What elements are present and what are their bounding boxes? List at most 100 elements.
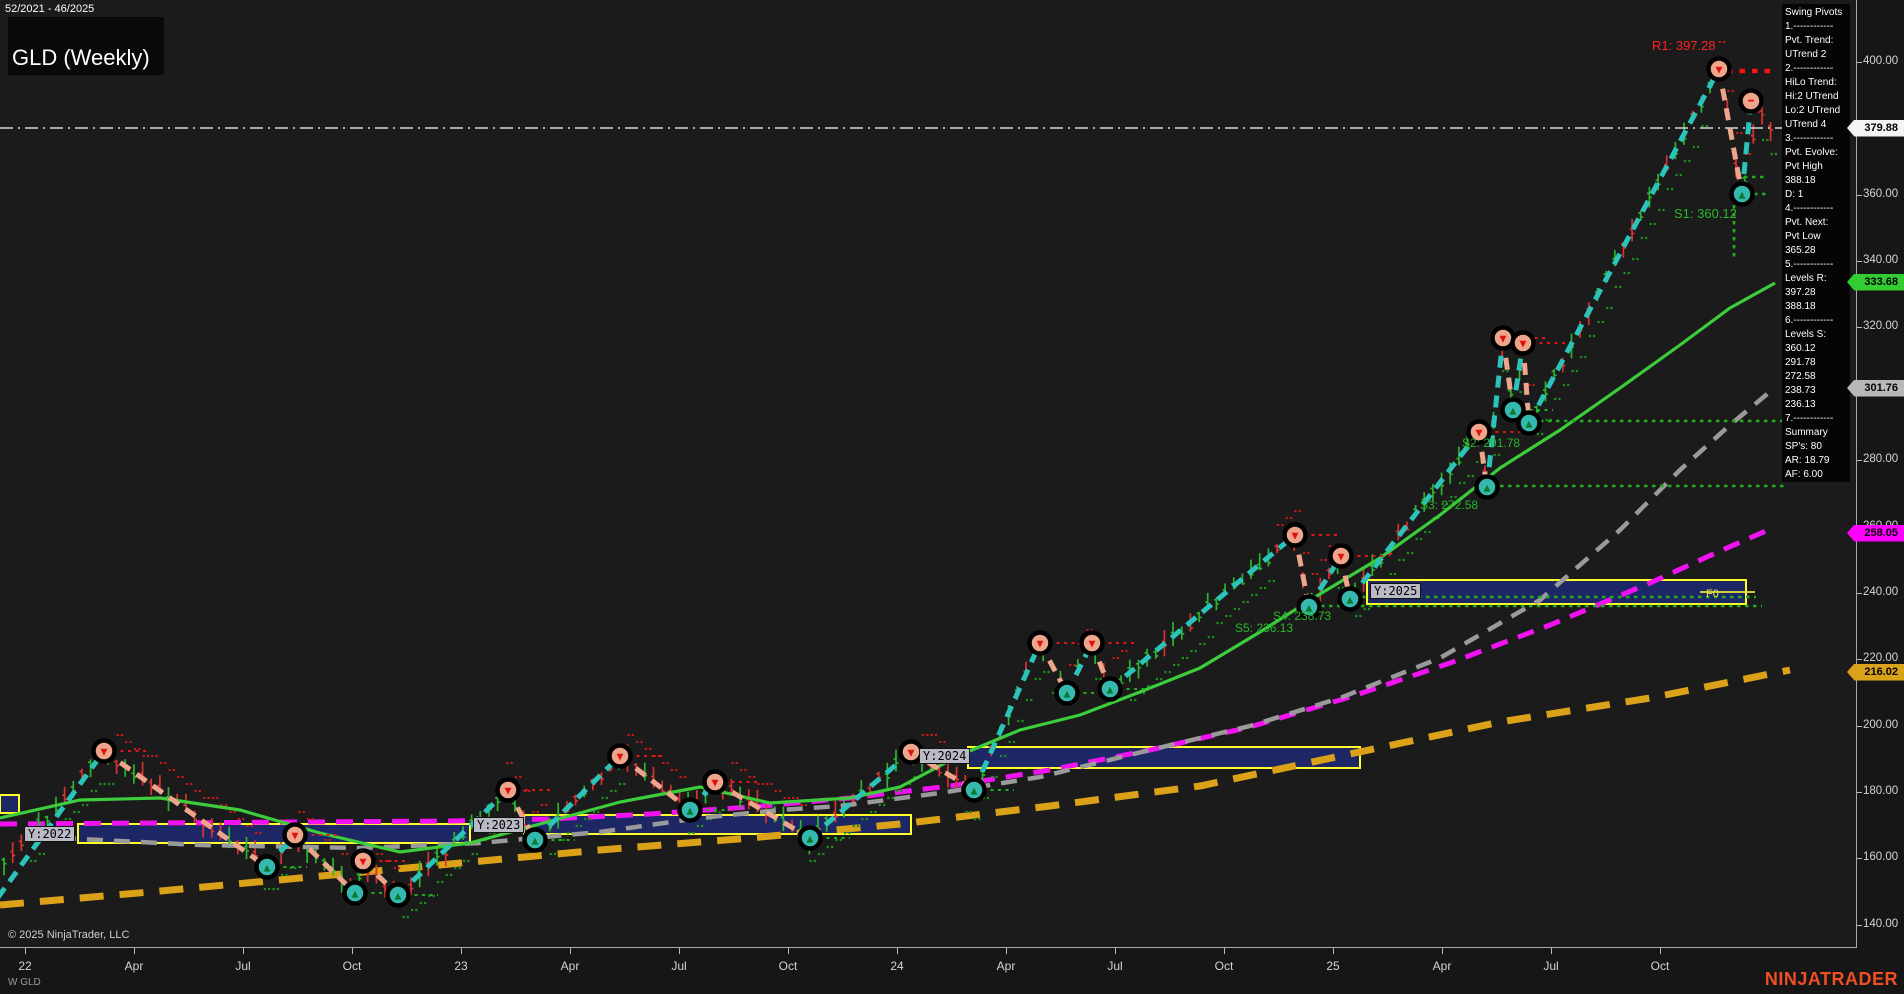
price-axis-tick xyxy=(1857,460,1862,461)
time-axis-label: Apr xyxy=(124,959,144,973)
time-axis-tick xyxy=(1115,948,1116,954)
price-axis-tick xyxy=(1857,659,1862,660)
price-axis-label: 280.00 xyxy=(1863,453,1899,465)
price-axis-label: 340.00 xyxy=(1863,254,1899,266)
price-axis-tick xyxy=(1857,925,1862,926)
price-axis-tick xyxy=(1857,726,1862,727)
panel-line: HiLo Trend: xyxy=(1785,77,1837,88)
price-axis-tick xyxy=(1857,195,1862,196)
price-tag: 379.88 xyxy=(1847,119,1904,137)
copyright-label: © 2025 NinjaTrader, LLC xyxy=(8,929,130,941)
svg-text:▼: ▼ xyxy=(617,753,624,763)
level-annotation: S3: 272.58 xyxy=(1420,498,1479,512)
price-axis-label: 200.00 xyxy=(1863,719,1899,731)
panel-line: Pvt. Trend: xyxy=(1785,35,1834,46)
price-axis-tick xyxy=(1857,327,1862,328)
svg-text:▲: ▲ xyxy=(1347,596,1354,606)
svg-text:▲: ▲ xyxy=(807,835,814,845)
panel-line: Pvt. Next: xyxy=(1785,217,1829,228)
year-label-chip[interactable]: Y:2024 xyxy=(919,748,971,764)
time-axis-label: Jul xyxy=(671,959,687,973)
time-axis-label: Jul xyxy=(235,959,251,973)
price-axis-label: 320.00 xyxy=(1863,320,1899,332)
chart-title-box: GLD (Weekly) xyxy=(8,17,164,75)
panel-line: AF: 6.00 xyxy=(1785,469,1823,480)
time-axis-tick xyxy=(1006,948,1007,954)
time-axis-tick xyxy=(134,948,135,954)
level-annotation: F0 xyxy=(1706,588,1719,600)
svg-text:▲: ▲ xyxy=(395,892,402,902)
svg-text:▲: ▲ xyxy=(264,864,271,874)
level-annotation: S4: 238.73 xyxy=(1273,609,1332,623)
time-axis-tick xyxy=(1442,948,1443,954)
time-axis[interactable]: 22 Apr Jul Oct 23 Apr Jul Oct 24 Apr Jul Oct 25 Apr Ju… xyxy=(0,948,1856,994)
year-label-chip[interactable]: Y:2022 xyxy=(24,826,76,842)
svg-text:▲: ▲ xyxy=(1739,191,1746,201)
svg-text:▼: ▼ xyxy=(1089,640,1096,650)
time-axis-label: 25 xyxy=(1326,959,1340,973)
time-axis-tick xyxy=(1660,948,1661,954)
date-range-label: 52/2021 - 46/2025 xyxy=(5,3,95,15)
time-axis-label: Oct xyxy=(778,959,798,973)
panel-line: 1.------------ xyxy=(1785,21,1834,32)
time-axis-label: 22 xyxy=(18,959,32,973)
time-axis-tick xyxy=(1551,948,1552,954)
panel-line: SP's: 80 xyxy=(1785,441,1822,452)
panel-line: 2.------------ xyxy=(1785,63,1834,74)
svg-text:▲: ▲ xyxy=(1306,604,1313,614)
svg-text:▲: ▲ xyxy=(1064,690,1071,700)
time-axis-tick xyxy=(243,948,244,954)
level-annotation: R1: 397.28 xyxy=(1652,38,1716,53)
panel-line: 6.------------ xyxy=(1785,315,1834,326)
time-axis-label: Apr xyxy=(1432,959,1452,973)
time-axis-tick xyxy=(461,948,462,954)
year-label-chip[interactable]: Y:2023 xyxy=(473,817,525,833)
panel-line: 291.78 xyxy=(1785,357,1816,368)
panel-line: 360.12 xyxy=(1785,343,1816,354)
panel-line: AR: 18.79 xyxy=(1785,455,1830,466)
panel-line: 238.73 xyxy=(1785,385,1816,396)
price-tag: 258.05 xyxy=(1847,524,1904,542)
svg-text:▼: ▼ xyxy=(1292,532,1299,542)
time-axis-tick xyxy=(679,948,680,954)
svg-text:▼: ▼ xyxy=(505,787,512,797)
svg-text:▲: ▲ xyxy=(1484,484,1491,494)
price-axis-label: 400.00 xyxy=(1863,55,1899,67)
price-axis-label: 240.00 xyxy=(1863,586,1899,598)
price-tag: 216.02 xyxy=(1847,663,1904,681)
time-axis-tick xyxy=(788,948,789,954)
panel-line: Hi:2 UTrend xyxy=(1785,91,1839,102)
panel-line: UTrend 2 xyxy=(1785,49,1827,60)
time-axis-tick xyxy=(897,948,898,954)
svg-text:▼: ▼ xyxy=(1500,335,1507,345)
svg-text:▼: ▼ xyxy=(1037,640,1044,650)
svg-text:▼: ▼ xyxy=(101,748,108,758)
panel-line: Pvt Low xyxy=(1785,231,1821,242)
price-axis-label: 140.00 xyxy=(1863,918,1899,930)
price-axis-tick xyxy=(1857,261,1862,262)
panel-line: Levels S: xyxy=(1785,329,1827,340)
time-axis-tick xyxy=(570,948,571,954)
plot-area[interactable]: ▼ ▲ ▼ ▲ ▼ ▲ ▼ ▲ ▼ ▲ ▼ ▲ ▼ ▲ ▼ ▲ ▼ ▲ ▼ ▲ ▼ ▲ ▼ ▲ ▼ ▲ ▼ ▲ ▼ ▲ – 52/2021 … xyxy=(0,0,1857,948)
price-axis-label: 180.00 xyxy=(1863,785,1899,797)
price-axis-label: 160.00 xyxy=(1863,851,1899,863)
svg-text:▲: ▲ xyxy=(971,787,978,797)
panel-line: 4.------------ xyxy=(1785,203,1834,214)
chart-canvas[interactable]: ▼ ▲ ▼ ▲ ▼ ▲ ▼ ▲ ▼ ▲ ▼ ▲ ▼ ▲ ▼ ▲ ▼ ▲ ▼ ▲ ▼ ▲ ▼ ▲ ▼ ▲ ▼ ▲ ▼ ▲ – xyxy=(0,0,1856,947)
panel-line: 7.------------ xyxy=(1785,413,1834,424)
panel-line: 388.18 xyxy=(1785,301,1816,312)
time-axis-tick xyxy=(1333,948,1334,954)
year-label-chip[interactable]: Y:2025 xyxy=(1370,583,1422,599)
time-axis-label: Jul xyxy=(1107,959,1123,973)
panel-line: Lo:2 UTrend xyxy=(1785,105,1841,116)
time-axis-label: Apr xyxy=(996,959,1016,973)
time-axis-label: 24 xyxy=(890,959,904,973)
svg-text:▲: ▲ xyxy=(352,890,359,900)
panel-line: 397.28 xyxy=(1785,287,1816,298)
ninjatrader-logo: NINJATRADER xyxy=(1764,969,1898,989)
panel-line: 5.------------ xyxy=(1785,259,1834,270)
panel-line: 272.58 xyxy=(1785,371,1816,382)
level-annotation: S5: 236.13 xyxy=(1235,621,1294,635)
chart-title: GLD (Weekly) xyxy=(12,45,150,70)
svg-text:▲: ▲ xyxy=(687,807,694,817)
